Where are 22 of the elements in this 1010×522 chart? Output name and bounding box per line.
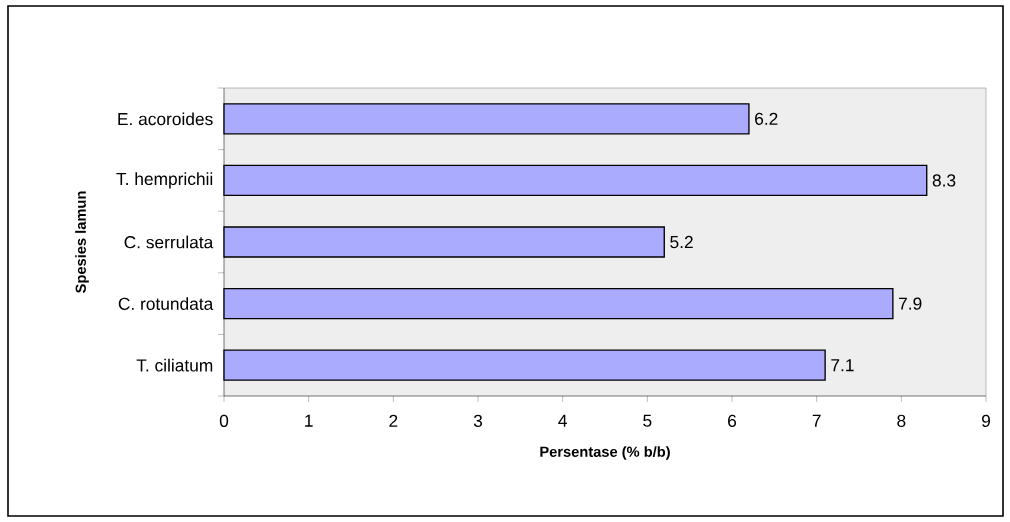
x-tick-label: 6 [728, 414, 737, 427]
x-axis-title: Persentase (% b/b) [540, 446, 670, 460]
x-tick-label: 4 [558, 414, 567, 427]
x-tick-label: 7 [812, 414, 821, 427]
data-label: 8.3 [932, 174, 956, 187]
x-tick-label: 0 [219, 414, 229, 427]
y-tick-label: C. serrulata [124, 235, 214, 249]
x-tick-label: 1 [305, 414, 313, 427]
y-tick-label: E. acoroides [118, 112, 213, 126]
x-tick-label: 3 [473, 414, 483, 427]
y-tick-label: C. rotundata [118, 297, 214, 310]
data-label: 6.2 [755, 112, 778, 125]
y-axis-title: Spesies lamun [75, 191, 89, 293]
x-tick-label: 8 [897, 414, 906, 427]
y-tick-label: T. ciliatum [136, 358, 213, 372]
data-label: 5.2 [670, 235, 693, 249]
y-tick-label: T. hemprichii [116, 172, 213, 189]
x-tick-label: 2 [389, 414, 398, 427]
data-label: 7.9 [899, 297, 922, 310]
data-label: 7.1 [831, 359, 854, 372]
x-tick-label: 9 [982, 414, 991, 427]
x-tick-label: 5 [643, 414, 652, 427]
